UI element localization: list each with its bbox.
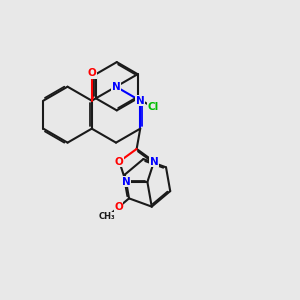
Text: N: N [112, 82, 120, 92]
Text: Cl: Cl [148, 103, 159, 112]
Text: N: N [136, 96, 145, 106]
Text: O: O [114, 202, 123, 212]
Text: O: O [115, 157, 124, 166]
Text: N: N [150, 157, 158, 166]
Text: O: O [87, 68, 96, 78]
Text: N: N [122, 177, 130, 187]
Text: CH₃: CH₃ [99, 212, 116, 221]
